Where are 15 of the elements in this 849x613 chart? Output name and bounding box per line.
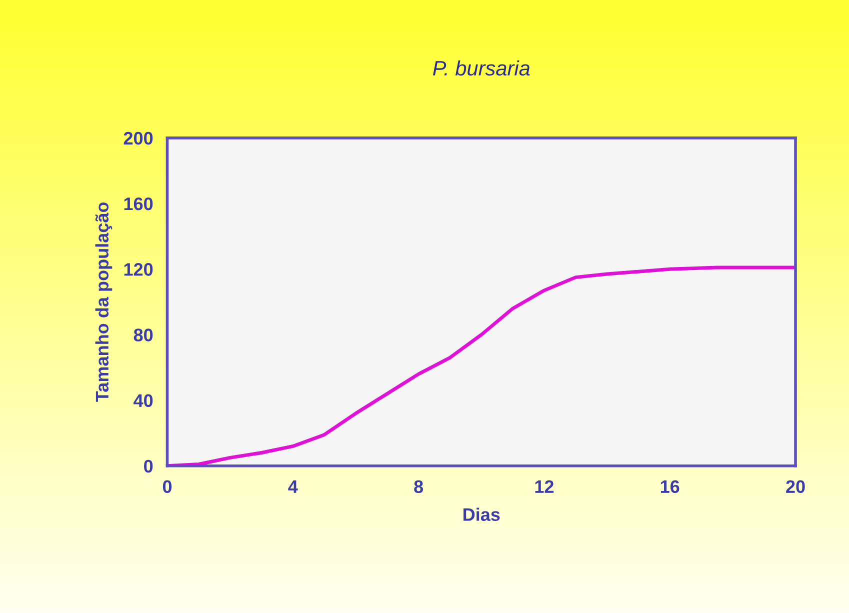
y-tick-label: 40 [134, 394, 153, 408]
y-tick-label: 80 [134, 328, 153, 342]
y-tick-label: 160 [124, 197, 153, 210]
y-tick-label: 120 [124, 263, 153, 276]
x-tick-label: 4 [288, 480, 298, 493]
x-axis-title: Dias [464, 508, 500, 521]
x-tick-label: 0 [162, 480, 172, 494]
x-tick-label: 16 [660, 480, 680, 494]
x-tick-label: 12 [535, 480, 554, 493]
y-tick-label: 200 [124, 132, 153, 145]
x-tick-label: 8 [414, 480, 424, 494]
y-tick-label: 0 [144, 460, 153, 473]
y-axis-title: Tamanho da população [95, 202, 112, 402]
x-tick-label: 20 [786, 480, 805, 494]
chart-title: P. bursaria [433, 60, 530, 76]
